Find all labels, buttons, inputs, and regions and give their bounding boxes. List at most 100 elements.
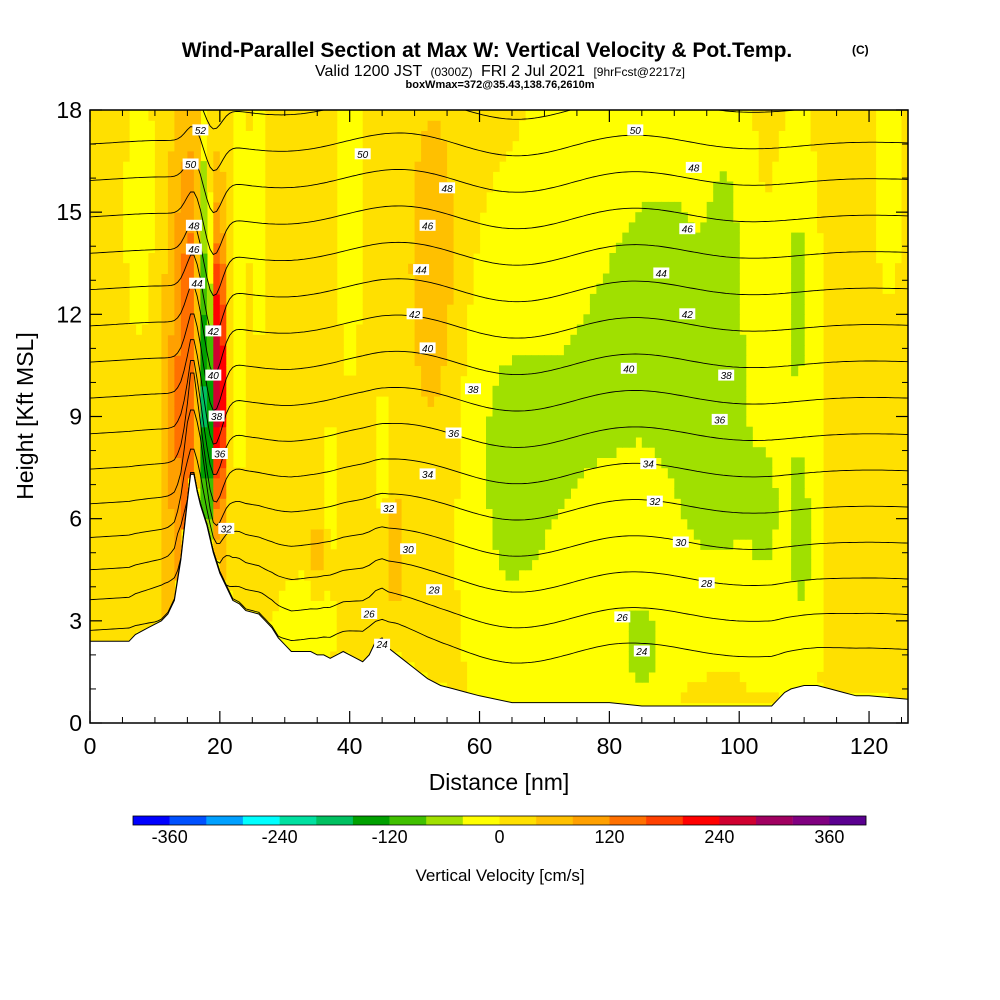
velocity-cell [888,314,896,326]
velocity-cell [317,518,325,530]
colorbar-swatch [829,816,867,825]
velocity-cell [284,549,292,561]
velocity-cell [414,488,422,499]
velocity-cell [330,181,338,193]
velocity-cell [174,385,182,397]
velocity-cell [856,222,864,234]
velocity-cell [856,365,864,377]
velocity-cell [265,590,273,601]
velocity-cell [369,457,377,469]
velocity-cell [129,467,137,479]
velocity-cell [226,140,234,152]
velocity-cell [719,508,727,520]
velocity-cell [213,477,221,489]
velocity-cell [667,304,675,315]
velocity-cell [518,396,526,407]
velocity-cell [109,416,117,428]
velocity-cell [122,600,130,612]
velocity-cell [310,457,318,469]
velocity-cell [499,385,507,397]
velocity-cell [693,345,701,356]
velocity-cell [421,436,429,448]
colorbar-swatch [426,816,464,825]
velocity-cell [323,181,331,193]
theta-contour-line [90,359,908,475]
velocity-cell [317,406,325,418]
velocity-cell [304,181,312,193]
velocity-cell [362,283,370,295]
velocity-cell [525,375,533,387]
velocity-cell [278,201,286,213]
velocity-cell [719,671,727,683]
velocity-cell [518,539,526,550]
velocity-cell [103,539,111,550]
velocity-cell [628,324,636,336]
velocity-cell [622,283,630,295]
velocity-cell [550,477,558,489]
velocity-cell [856,314,864,326]
velocity-cell [875,416,883,428]
velocity-cell [531,436,539,448]
velocity-cell [895,436,903,448]
velocity-cell [226,488,234,499]
velocity-cell [823,263,831,274]
velocity-cell [499,539,507,550]
velocity-cell [680,498,688,509]
velocity-cell [440,110,448,121]
velocity-cell [103,416,111,428]
velocity-cell [271,590,279,601]
velocity-cell [849,375,857,387]
velocity-cell [843,120,851,131]
velocity-cell [596,334,604,346]
velocity-cell [654,232,662,244]
velocity-cell [875,365,883,377]
velocity-cell [174,406,182,418]
velocity-cell [453,631,461,642]
velocity-cell [317,416,325,428]
theta-label-bg [182,158,199,170]
velocity-cell [771,508,779,520]
velocity-cell [726,222,734,234]
velocity-cell [206,477,214,489]
velocity-cell [330,396,338,407]
velocity-cell [538,355,546,366]
velocity-cell [362,212,370,223]
velocity-cell [862,324,870,336]
velocity-cell [265,610,273,622]
velocity-cell [291,130,299,142]
velocity-cell [427,498,435,509]
subtitle-valid: Valid 1200 JST [315,63,423,80]
velocity-cell [356,436,364,448]
velocity-cell [667,396,675,407]
velocity-cell [856,385,864,397]
velocity-cell [661,375,669,387]
velocity-cell [90,191,98,203]
velocity-cell [414,641,422,653]
velocity-cell [219,345,227,356]
velocity-cell [401,171,409,183]
velocity-cell [719,539,727,550]
velocity-cell [648,253,656,264]
velocity-cell [226,447,234,458]
velocity-cell [499,416,507,428]
velocity-cell [369,345,377,356]
velocity-cell [628,345,636,356]
velocity-cell [245,355,253,366]
velocity-cell [375,283,383,295]
velocity-cell [291,334,299,346]
velocity-cell [278,569,286,581]
velocity-cell [752,477,760,489]
velocity-cell [726,416,734,428]
velocity-cell [148,528,156,540]
velocity-cell [187,212,195,223]
velocity-cell [453,120,461,131]
velocity-cell [531,396,539,407]
velocity-cell [356,488,364,499]
velocity-cell [317,385,325,397]
velocity-cell [641,201,649,213]
velocity-cell [336,488,344,499]
theta-label-bg [218,522,235,534]
velocity-cell [323,171,331,183]
velocity-cell [843,569,851,581]
velocity-cell [284,253,292,264]
